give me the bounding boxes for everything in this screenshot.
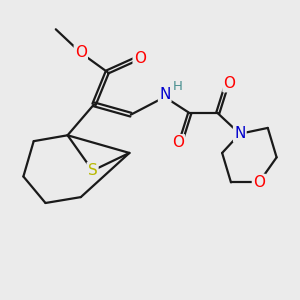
Text: H: H <box>173 80 183 93</box>
Text: O: O <box>134 51 146 66</box>
Text: N: N <box>159 87 170 102</box>
Text: O: O <box>172 135 184 150</box>
Text: O: O <box>75 45 87 60</box>
Text: S: S <box>88 163 98 178</box>
Text: N: N <box>234 126 245 141</box>
Text: O: O <box>253 175 265 190</box>
Text: O: O <box>224 76 236 91</box>
